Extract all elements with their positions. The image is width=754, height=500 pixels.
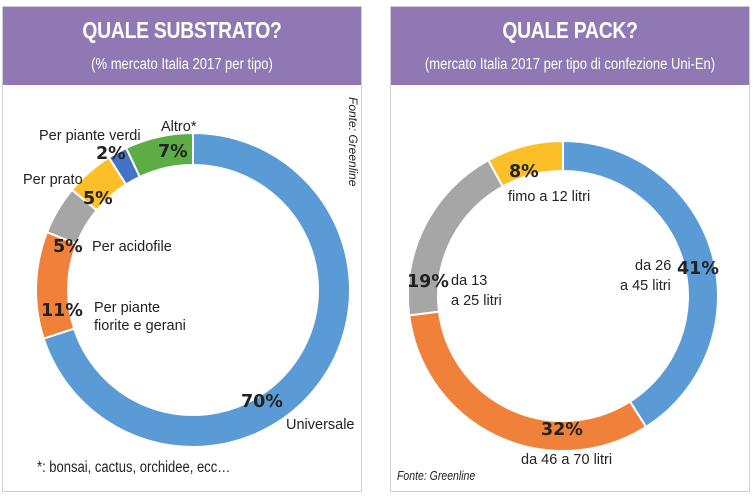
slice-label-name-acidofile: Per acidofile <box>92 239 172 255</box>
slice-label-pct-prato: 5% <box>83 189 113 209</box>
pack-donut-chart: 41% da 26 a 45 litri 32% da 46 a 70 litri… <box>407 139 719 468</box>
slice-label-name-12: fimo a 12 litri <box>508 189 590 205</box>
slice-label-pct-13-25: 19% <box>407 272 449 292</box>
slice-label-pct-acidofile: 5% <box>53 237 83 257</box>
slice-label-name-verdi: Per piante verdi <box>39 128 141 144</box>
pack-header: QUALE PACK? (mercato Italia 2017 per tip… <box>391 7 749 85</box>
pack-subtitle: (mercato Italia 2017 per tipo di confezi… <box>424 56 716 73</box>
slice-label-name-prato: Per prato <box>23 172 83 188</box>
pack-title: QUALE PACK? <box>502 17 638 43</box>
pack-slice-3 <box>486 139 564 188</box>
substrate-footnote: *: bonsai, cactus, orchidee, ecc… <box>37 459 231 476</box>
slice-label-name-13-25: da 13 a 25 litri <box>451 273 502 309</box>
slice-label-pct-fiorite: 11% <box>41 301 83 321</box>
slice-label-name-altro: Altro* <box>161 119 197 135</box>
slice-label-name-fiorite: Per piante fiorite e gerani <box>94 300 186 334</box>
slice-label-pct-verdi: 2% <box>96 144 126 164</box>
substrate-slice-5 <box>124 131 194 179</box>
slice-label-pct-46-70: 32% <box>541 420 583 440</box>
slice-label-pct-12: 8% <box>509 162 539 182</box>
slice-label-pct-universale: 70% <box>241 392 283 412</box>
pack-slice-1 <box>408 310 648 452</box>
pack-panel: QUALE PACK? (mercato Italia 2017 per tip… <box>390 6 750 492</box>
slice-label-name-universale: Universale <box>286 417 355 433</box>
slice-label-name-46-70: da 46 a 70 litri <box>521 452 612 468</box>
substrate-title: QUALE SUBSTRATO? <box>82 17 282 43</box>
substrate-header: QUALE SUBSTRATO? (% mercato Italia 2017 … <box>3 7 361 85</box>
substrate-donut-chart: 70% Universale 11% Per piante fiorite e g… <box>23 119 355 448</box>
slice-label-pct-altro: 7% <box>158 142 188 162</box>
substrate-panel: QUALE SUBSTRATO? (% mercato Italia 2017 … <box>2 6 362 492</box>
pack-source: Fonte: Greenline <box>397 469 476 483</box>
slice-label-pct-26-45: 41% <box>677 259 719 279</box>
substrate-slice-0 <box>42 131 351 448</box>
slice-label-name-26-45: da 26 a 45 litri <box>620 258 671 294</box>
substrate-subtitle: (% mercato Italia 2017 per tipo) <box>91 56 273 73</box>
